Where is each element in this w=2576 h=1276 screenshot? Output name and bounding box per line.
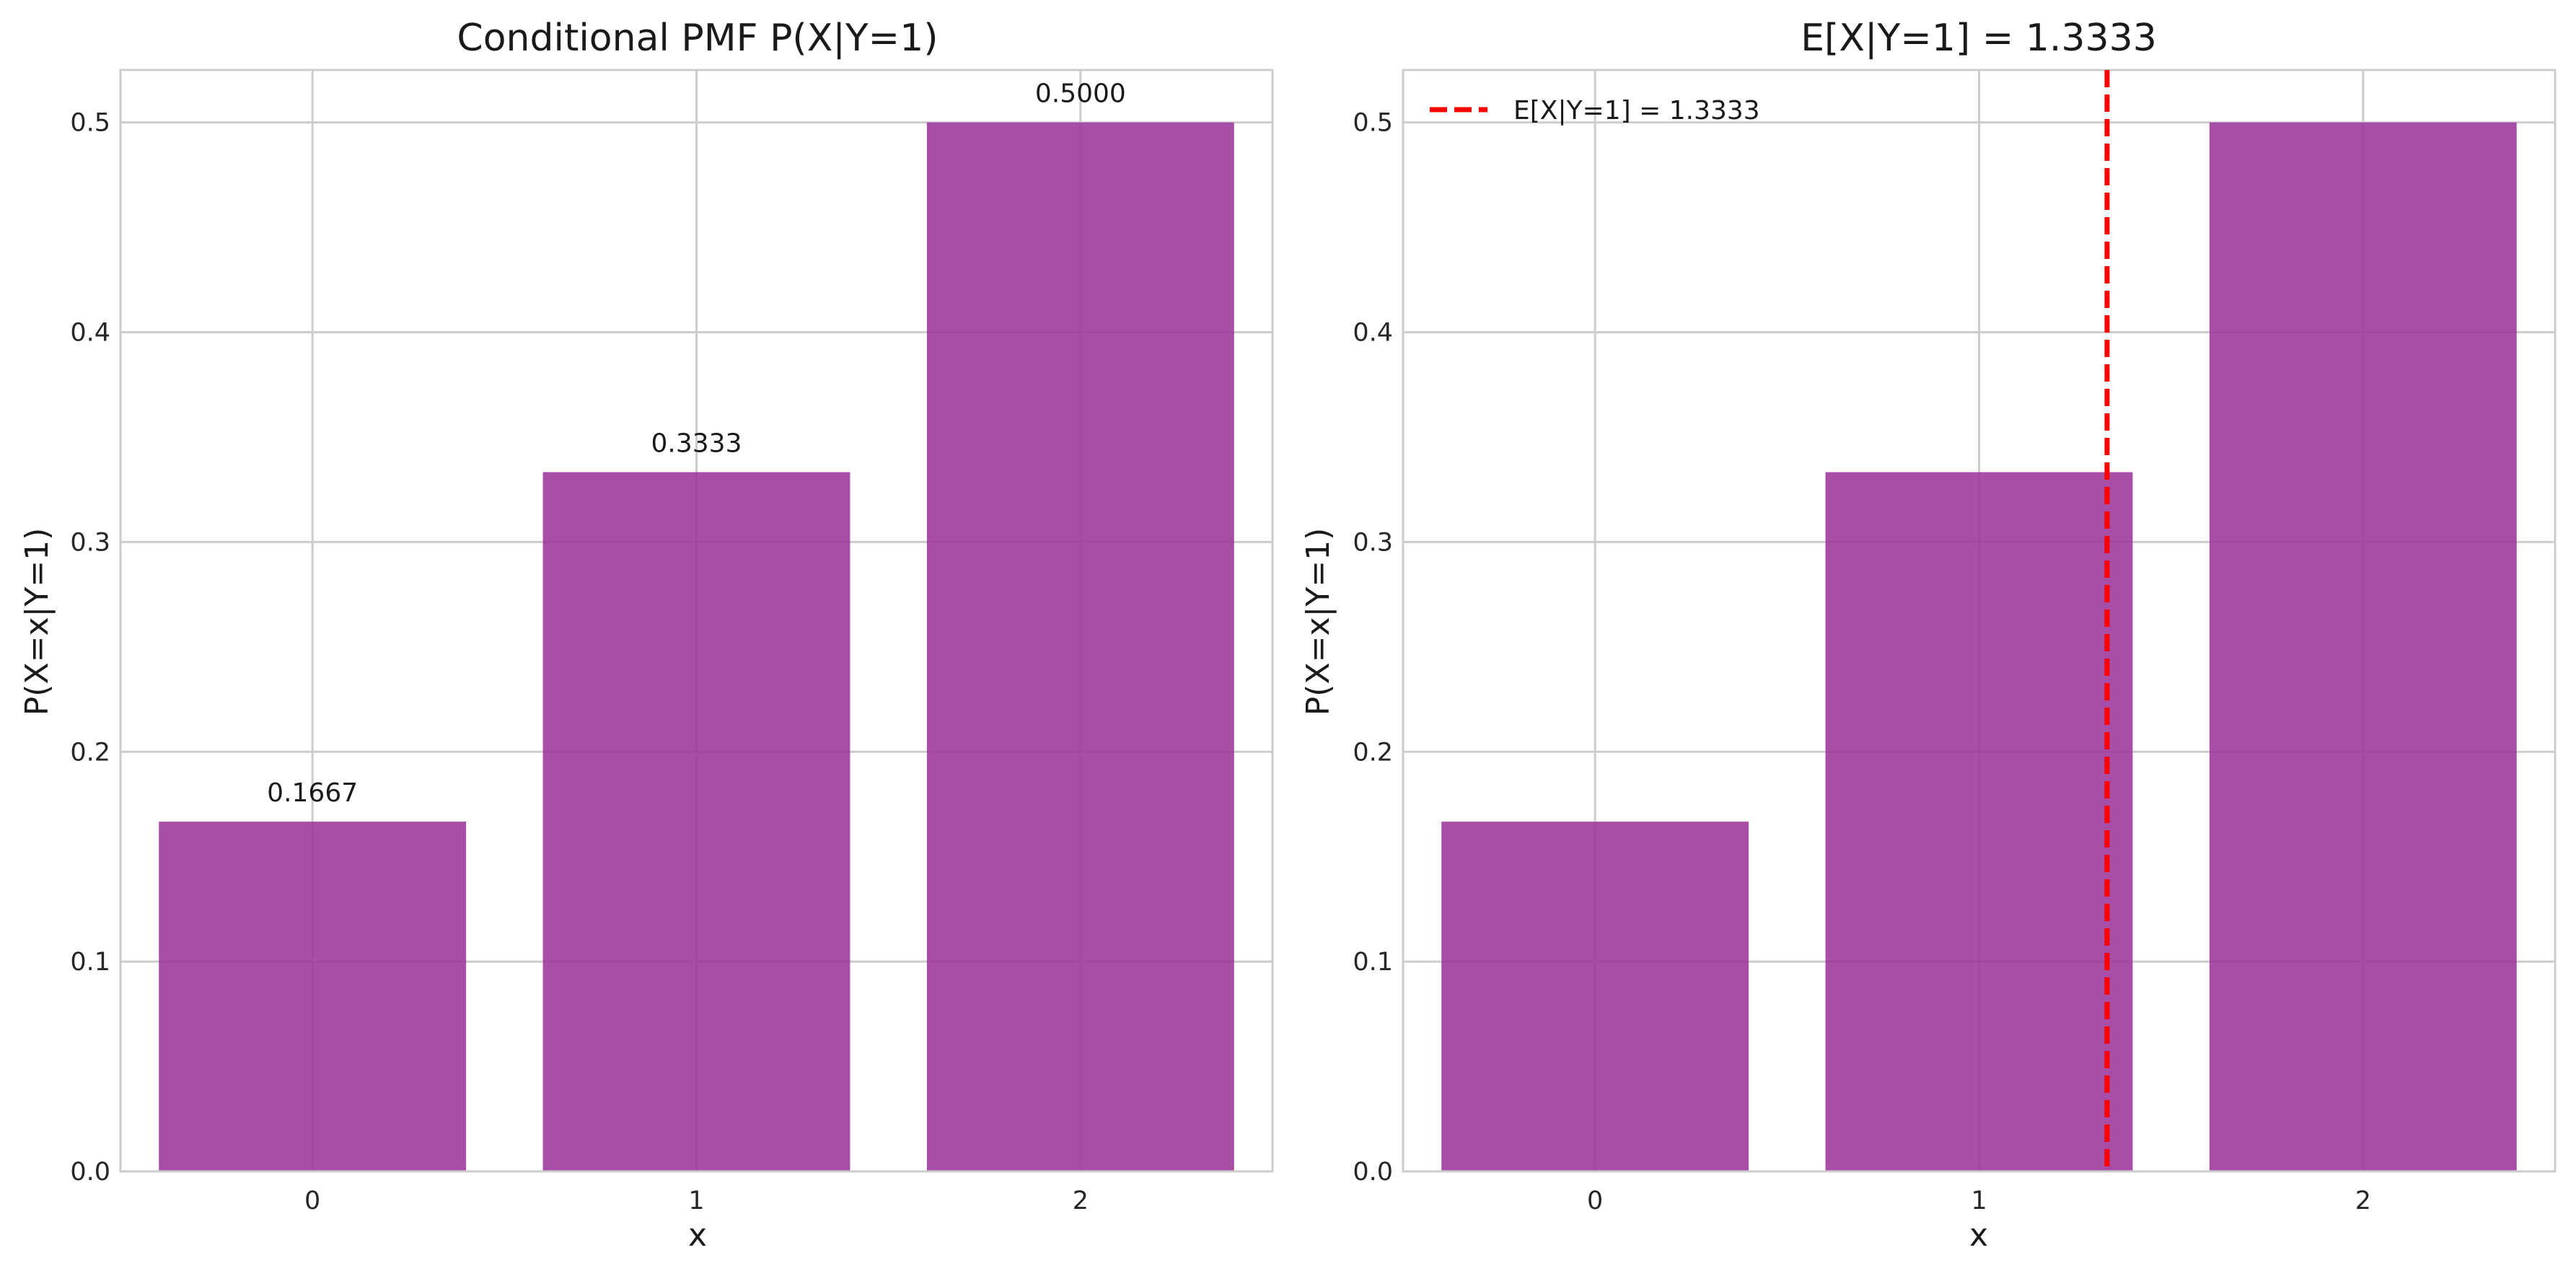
- x-tick-label: 2: [1073, 1187, 1089, 1215]
- bar-x-1: [1825, 472, 2133, 1171]
- chart-title: Conditional PMF P(X|Y=1): [457, 17, 938, 60]
- x-tick-label: 1: [688, 1187, 704, 1215]
- x-axis-label: x: [1969, 1217, 1988, 1254]
- bar-value-label: 0.3333: [651, 429, 742, 459]
- plot-frame: [119, 69, 1274, 1173]
- y-tick-label: 0.2: [70, 738, 110, 767]
- y-tick-label: 0.4: [1353, 319, 1393, 348]
- y-tick-label: 0.4: [70, 319, 110, 348]
- y-tick-label: 0.3: [70, 528, 110, 557]
- x-axis-label: x: [688, 1217, 707, 1254]
- y-axis-label: P(X=x|Y=1): [1300, 528, 1337, 716]
- pmf-panel: Conditional PMF P(X|Y=1) 0.1667 0.3333 0.5…: [19, 17, 1274, 1254]
- x-tick-label: 1: [1971, 1187, 1987, 1215]
- x-tick-label: 2: [2355, 1187, 2371, 1215]
- y-tick-label: 0.3: [1353, 528, 1393, 557]
- legend: E[X|Y=1] = 1.3333: [1430, 96, 1760, 126]
- plot-frame: [1402, 69, 2557, 1173]
- y-tick-label: 0.5: [70, 109, 110, 138]
- bar-x-0: [159, 822, 467, 1171]
- bar-x-1: [542, 472, 850, 1171]
- y-tick-label: 0.5: [1353, 109, 1393, 138]
- chart-title: E[X|Y=1] = 1.3333: [1801, 17, 2157, 60]
- y-tick-label: 0.1: [70, 948, 110, 977]
- y-axis-label: P(X=x|Y=1): [19, 528, 56, 716]
- expectation-panel: E[X|Y=1] = 1.3333 0 1 20.00.10.20.30.40.5 …: [1300, 17, 2557, 1254]
- bar-value-label: 0.1667: [267, 778, 358, 808]
- y-tick-label: 0.1: [1353, 948, 1393, 977]
- bar-value-label: 0.5000: [1035, 79, 1126, 109]
- bar-x-2: [926, 122, 1234, 1172]
- y-tick-label: 0.0: [70, 1158, 110, 1187]
- bar-x-0: [1441, 822, 1749, 1171]
- y-tick-label: 0.0: [1353, 1158, 1393, 1187]
- x-tick-label: 0: [1587, 1187, 1603, 1215]
- x-tick-label: 0: [304, 1187, 320, 1215]
- y-tick-label: 0.2: [1353, 738, 1393, 767]
- bar-x-2: [2209, 122, 2517, 1172]
- legend-label-mean: E[X|Y=1] = 1.3333: [1513, 96, 1760, 126]
